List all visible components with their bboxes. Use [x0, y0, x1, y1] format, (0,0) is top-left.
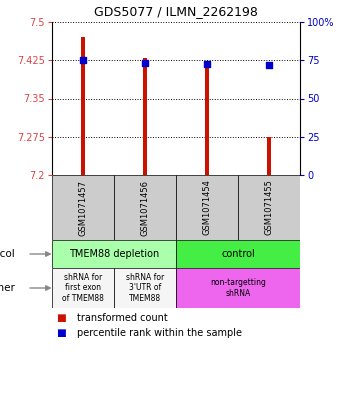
Text: GSM1071456: GSM1071456 — [140, 180, 150, 235]
Text: control: control — [221, 249, 255, 259]
Text: transformed count: transformed count — [77, 313, 168, 323]
Text: ■: ■ — [56, 313, 66, 323]
Bar — [81, 37, 85, 175]
Text: GSM1071454: GSM1071454 — [203, 180, 211, 235]
Text: shRNA for
3'UTR of
TMEM88: shRNA for 3'UTR of TMEM88 — [126, 273, 164, 303]
Text: GSM1071455: GSM1071455 — [265, 180, 273, 235]
Bar — [143, 58, 147, 175]
Bar — [205, 68, 209, 175]
Bar — [52, 175, 114, 240]
Bar — [52, 240, 176, 268]
Title: GDS5077 / ILMN_2262198: GDS5077 / ILMN_2262198 — [94, 5, 258, 18]
Point — [142, 60, 148, 66]
Bar — [52, 268, 114, 308]
Bar — [114, 175, 176, 240]
Text: GSM1071457: GSM1071457 — [79, 180, 87, 235]
Bar — [267, 137, 271, 175]
Text: shRNA for
first exon
of TMEM88: shRNA for first exon of TMEM88 — [62, 273, 104, 303]
Bar — [176, 175, 238, 240]
Text: protocol: protocol — [0, 249, 15, 259]
Bar — [238, 175, 300, 240]
Point — [204, 61, 210, 67]
Text: ■: ■ — [56, 328, 66, 338]
Bar — [114, 268, 176, 308]
Point — [80, 57, 86, 63]
Text: non-targetting
shRNA: non-targetting shRNA — [210, 278, 266, 298]
Text: percentile rank within the sample: percentile rank within the sample — [77, 328, 242, 338]
Text: TMEM88 depletion: TMEM88 depletion — [69, 249, 159, 259]
Bar — [176, 240, 300, 268]
Bar — [176, 268, 300, 308]
Text: other: other — [0, 283, 15, 293]
Point — [266, 62, 272, 68]
